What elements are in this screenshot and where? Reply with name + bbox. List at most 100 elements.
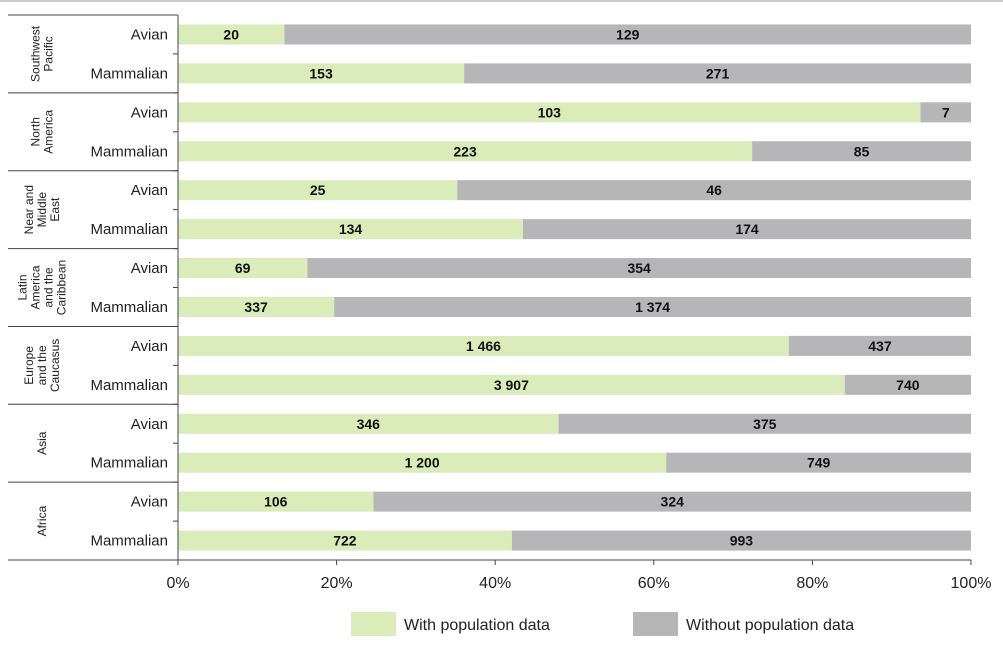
- region-label-line: Near and: [22, 185, 36, 234]
- data-label-with: 3 907: [494, 377, 529, 393]
- region-label: Near andMiddleEast: [22, 185, 62, 234]
- legend-label-without: Without population data: [686, 617, 854, 634]
- x-tick-label: 20%: [321, 575, 353, 592]
- data-label-with: 223: [453, 143, 477, 159]
- bar-with-population-data: [178, 491, 374, 512]
- bar-without-population-data: [307, 258, 971, 279]
- x-tick-label: 0%: [166, 575, 189, 592]
- category-label: Mammalian: [90, 533, 168, 550]
- category-label: Mammalian: [90, 377, 168, 394]
- category-label: Avian: [131, 416, 168, 433]
- category-label: Avian: [131, 104, 168, 121]
- region-label-line: Pacific: [42, 36, 56, 71]
- bar-without-population-data: [666, 452, 971, 473]
- legend-label-with: With population data: [404, 617, 550, 634]
- bar-with-population-data: [178, 530, 512, 551]
- bar-without-population-data: [920, 102, 971, 123]
- category-label: Avian: [131, 26, 168, 43]
- data-label-with: 722: [333, 533, 357, 549]
- bar-with-population-data: [178, 413, 559, 434]
- data-label-with: 337: [244, 299, 268, 315]
- data-label-with: 1 466: [466, 338, 501, 354]
- bar-without-population-data: [752, 141, 971, 162]
- x-tick-label: 60%: [638, 575, 670, 592]
- region-label-text: LatinAmericaand theCaribbean: [16, 260, 69, 315]
- region-label-line: and the: [35, 345, 49, 385]
- bar-with-population-data: [178, 452, 667, 473]
- legend: With population data Without population d…: [351, 612, 854, 636]
- category-label: Mammalian: [90, 299, 168, 316]
- category-label: Mammalian: [90, 455, 168, 472]
- bar-with-population-data: [178, 141, 753, 162]
- bar-without-population-data: [284, 24, 971, 45]
- region-label-line: Europe: [22, 346, 36, 385]
- data-label-without: 174: [735, 221, 759, 237]
- data-label-without: 46: [706, 182, 722, 198]
- region-label: SouthwestPacific: [29, 25, 56, 82]
- region-label-line: North: [29, 117, 43, 146]
- x-tick-label: 40%: [479, 575, 511, 592]
- bar-with-population-data: [178, 102, 921, 123]
- legend-swatch-with: [351, 612, 396, 636]
- category-label: Mammalian: [90, 65, 168, 82]
- data-label-without: 324: [661, 494, 685, 510]
- region-label-line: Caribbean: [55, 260, 69, 315]
- region-label-line: East: [48, 197, 62, 222]
- x-tick-label: 80%: [796, 575, 828, 592]
- data-label-without: 7: [942, 104, 950, 120]
- bar-without-population-data: [464, 63, 971, 84]
- category-label: Avian: [131, 182, 168, 199]
- region-label-text: NorthAmerica: [29, 109, 56, 153]
- data-label-without: 354: [627, 260, 651, 276]
- region-label: LatinAmericaand theCaribbean: [16, 260, 69, 315]
- data-label-without: 437: [868, 338, 892, 354]
- bar-with-population-data: [178, 219, 524, 240]
- data-label-without: 85: [854, 143, 870, 159]
- bar-without-population-data: [511, 530, 971, 551]
- region-label: NorthAmerica: [29, 109, 56, 153]
- region-label-line: Latin: [16, 274, 30, 300]
- data-label-with: 153: [309, 65, 333, 81]
- region-label-text: Asia: [35, 431, 49, 455]
- bar-without-population-data: [457, 180, 971, 201]
- axes-group: Avian Mammalian SouthwestPacific Avian Mamma…: [8, 14, 991, 592]
- data-label-with: 20: [223, 26, 239, 42]
- region-label-line: America: [42, 109, 56, 153]
- region-label-text: SouthwestPacific: [29, 25, 56, 82]
- category-label: Avian: [131, 338, 168, 355]
- data-label-with: 103: [538, 104, 562, 120]
- region-label-line: Middle: [35, 192, 49, 228]
- region-label-line: America: [29, 265, 43, 309]
- data-label-without: 129: [616, 26, 640, 42]
- bar-without-population-data: [334, 296, 971, 317]
- region-label-text: Africa: [35, 505, 49, 536]
- bar-without-population-data: [788, 335, 971, 356]
- region-label: Europeand theCaucasus: [22, 339, 62, 392]
- bar-without-population-data: [373, 491, 971, 512]
- region-label: Africa: [35, 505, 49, 536]
- data-label-with: 69: [235, 260, 251, 276]
- region-label-line: Southwest: [29, 25, 43, 82]
- data-label-without: 993: [730, 533, 754, 549]
- bar-with-population-data: [178, 258, 308, 279]
- category-label: Avian: [131, 494, 168, 511]
- data-label-with: 106: [264, 494, 288, 510]
- bar-without-population-data: [844, 374, 971, 395]
- bar-with-population-data: [178, 296, 335, 317]
- data-label-with: 25: [310, 182, 326, 198]
- region-label-text: Europeand theCaucasus: [22, 339, 62, 392]
- data-label-without: 375: [753, 416, 777, 432]
- bars-group: 20 129 153 271 103 7 223 85 25 46 134 174 69 354 337 1 …: [178, 24, 971, 551]
- data-label-with: 134: [339, 221, 363, 237]
- legend-swatch-without: [633, 612, 678, 636]
- bar-with-population-data: [178, 180, 458, 201]
- data-label-with: 346: [357, 416, 381, 432]
- region-label-line: and the: [42, 267, 56, 307]
- bar-with-population-data: [178, 24, 285, 45]
- bar-with-population-data: [178, 335, 789, 356]
- data-label-without: 749: [807, 455, 831, 471]
- data-label-without: 1 374: [635, 299, 670, 315]
- region-label-line: Caucasus: [48, 339, 62, 392]
- bar-with-population-data: [178, 63, 465, 84]
